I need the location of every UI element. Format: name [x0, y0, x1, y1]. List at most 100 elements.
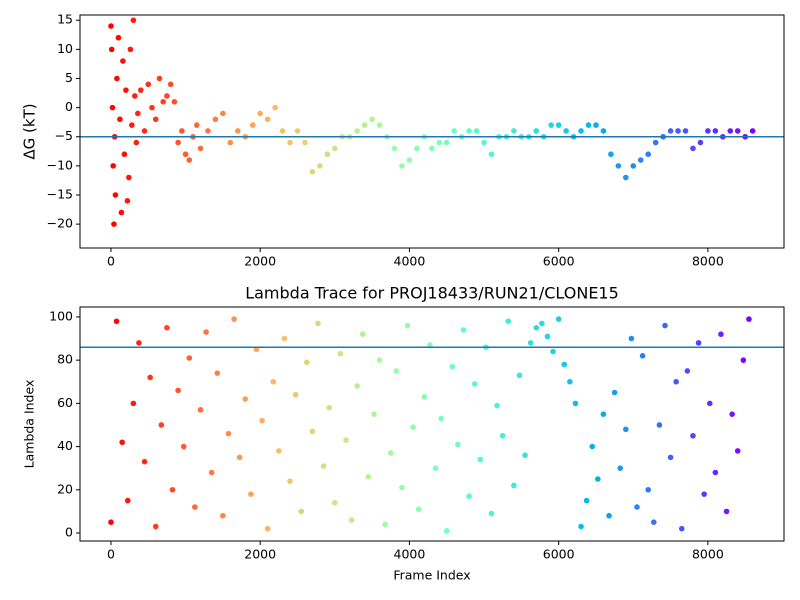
point [682, 128, 689, 134]
point [675, 128, 681, 134]
point [608, 151, 614, 158]
point [611, 389, 618, 396]
point [167, 81, 174, 88]
point [593, 122, 599, 128]
point [343, 437, 349, 443]
point [208, 469, 215, 476]
point [123, 87, 129, 93]
point [606, 512, 612, 519]
x-tick-label: 0 [107, 254, 115, 269]
y-tick-label: −5 [55, 128, 73, 143]
point [723, 508, 730, 515]
point [460, 327, 467, 333]
point [550, 348, 556, 355]
point [727, 128, 734, 134]
y-tick-label: −10 [47, 157, 73, 172]
point [705, 128, 711, 134]
point [130, 400, 137, 407]
point [158, 422, 165, 428]
point [132, 93, 138, 99]
point [615, 163, 622, 169]
point [320, 463, 327, 469]
y-tick-label: −20 [47, 216, 73, 231]
y-tick-label: 80 [57, 352, 73, 367]
point [130, 17, 137, 24]
point [729, 411, 735, 417]
point [264, 525, 271, 532]
point [690, 432, 696, 439]
point [287, 139, 293, 146]
point [466, 128, 472, 134]
point [136, 340, 142, 346]
point [548, 122, 554, 128]
point [667, 454, 674, 461]
y-tick-label: 40 [57, 438, 73, 453]
point [272, 104, 278, 111]
point [152, 523, 159, 530]
point [113, 318, 120, 325]
point [354, 128, 360, 134]
point [145, 81, 152, 88]
point [443, 528, 450, 534]
x-tick-label: 2000 [244, 254, 276, 269]
point [451, 128, 457, 134]
point [133, 139, 140, 146]
point [650, 519, 657, 526]
x-tick-label: 6000 [543, 254, 575, 269]
point [160, 98, 166, 105]
point [706, 400, 713, 407]
x-tick-label: 4000 [394, 254, 426, 269]
point [227, 139, 234, 146]
point [175, 139, 181, 146]
point [214, 370, 221, 376]
point [249, 122, 256, 128]
point [578, 128, 584, 134]
point [630, 163, 637, 169]
point [309, 168, 316, 175]
point [471, 381, 478, 387]
point [257, 110, 263, 117]
point [111, 221, 117, 227]
point [712, 128, 719, 134]
point [421, 394, 428, 400]
point [324, 151, 331, 158]
point [292, 391, 299, 398]
point [337, 350, 344, 357]
point [220, 512, 226, 519]
point [623, 174, 629, 181]
point [511, 482, 517, 489]
point [141, 128, 148, 134]
point [427, 342, 433, 348]
x-tick-label: 4000 [394, 547, 426, 562]
axes-frame [79, 14, 785, 249]
y-axis-label: ΔG (kT) [21, 103, 39, 159]
point [678, 525, 685, 532]
point [712, 469, 719, 476]
point [225, 430, 232, 437]
point [332, 499, 338, 506]
point [595, 476, 601, 482]
point [410, 424, 416, 430]
point [652, 139, 659, 146]
point [690, 145, 696, 152]
point [391, 145, 398, 152]
y-tick-label: −15 [47, 186, 73, 201]
point [112, 192, 119, 198]
point [667, 128, 674, 134]
y-tick-label: 15 [57, 12, 73, 27]
point [533, 128, 540, 134]
y-tick-label: 0 [65, 525, 73, 540]
point [348, 517, 355, 523]
point [121, 151, 128, 158]
point [634, 504, 640, 510]
point [110, 163, 117, 169]
point [734, 448, 741, 454]
point [527, 340, 534, 346]
point [302, 139, 308, 146]
point [544, 333, 551, 340]
point [186, 157, 193, 163]
point [656, 422, 663, 428]
point [294, 128, 301, 134]
y-tick-label: 60 [57, 395, 73, 410]
